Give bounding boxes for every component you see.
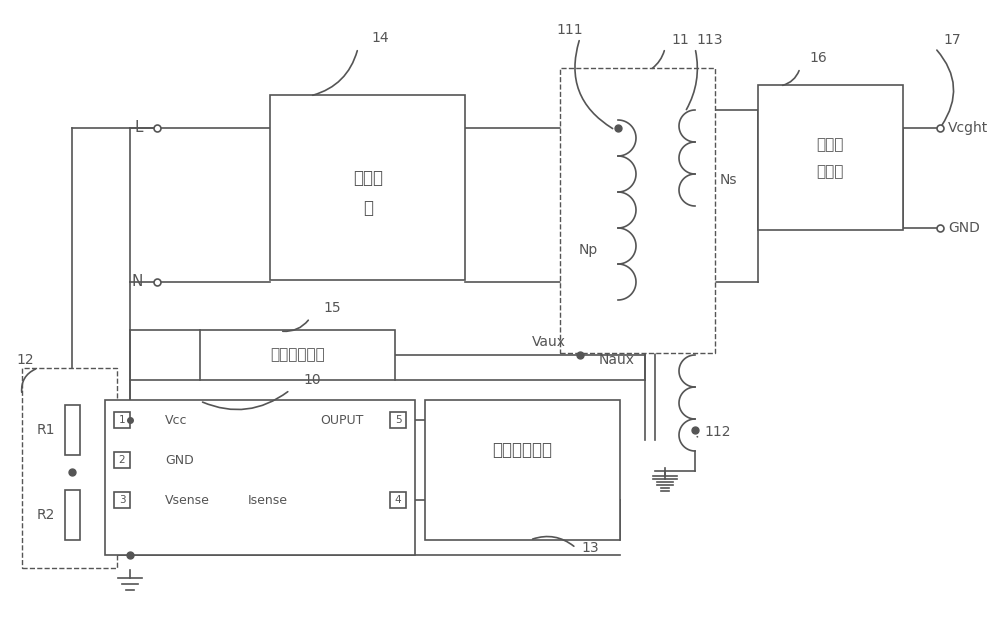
Bar (425, 400, 620, 540)
Text: Isense: Isense (248, 494, 288, 507)
Text: 16: 16 (809, 51, 827, 65)
Bar (65, 490, 80, 540)
Text: 14: 14 (371, 31, 389, 45)
Text: 17: 17 (943, 33, 961, 47)
Bar (200, 330, 395, 380)
Text: 2: 2 (119, 455, 125, 465)
Text: Vcc: Vcc (165, 413, 188, 426)
Bar (270, 95, 465, 280)
Bar (560, 68, 715, 353)
Bar (105, 400, 415, 555)
Bar (390, 492, 406, 508)
Text: 5: 5 (395, 415, 401, 425)
Bar (114, 412, 130, 428)
Bar (390, 412, 406, 428)
Text: 112: 112 (705, 425, 731, 439)
Text: GND: GND (165, 454, 194, 467)
Text: Naux: Naux (599, 353, 635, 367)
Text: 15: 15 (323, 301, 341, 315)
Bar (114, 452, 130, 468)
Bar (22, 368, 117, 568)
Text: 11: 11 (671, 33, 689, 47)
Text: 块: 块 (363, 199, 373, 217)
Text: GND: GND (948, 221, 980, 235)
Text: OUPUT: OUPUT (320, 413, 363, 426)
Bar (758, 85, 903, 230)
Text: 整流滤: 整流滤 (816, 137, 844, 153)
Text: L: L (134, 121, 143, 135)
Text: 12: 12 (16, 353, 34, 367)
Text: 111: 111 (557, 23, 583, 37)
Text: 4: 4 (395, 495, 401, 505)
Text: N: N (132, 274, 143, 289)
Text: Np: Np (579, 243, 598, 257)
Text: 3: 3 (119, 495, 125, 505)
Text: 波模块: 波模块 (816, 164, 844, 179)
Text: 反馈调节模块: 反馈调节模块 (492, 441, 552, 459)
Text: 整流限流模块: 整流限流模块 (271, 347, 325, 363)
Text: 13: 13 (581, 541, 599, 555)
Text: Vaux: Vaux (532, 335, 566, 349)
Bar (65, 405, 80, 455)
Text: 整流模: 整流模 (353, 169, 383, 187)
Text: R1: R1 (36, 423, 55, 437)
Text: Vsense: Vsense (165, 494, 210, 507)
Text: R2: R2 (37, 508, 55, 522)
Text: 113: 113 (697, 33, 723, 47)
Text: Ns: Ns (720, 173, 738, 187)
Text: Vcght: Vcght (948, 121, 988, 135)
Text: 1: 1 (119, 415, 125, 425)
Bar (114, 492, 130, 508)
Text: 10: 10 (303, 373, 321, 387)
